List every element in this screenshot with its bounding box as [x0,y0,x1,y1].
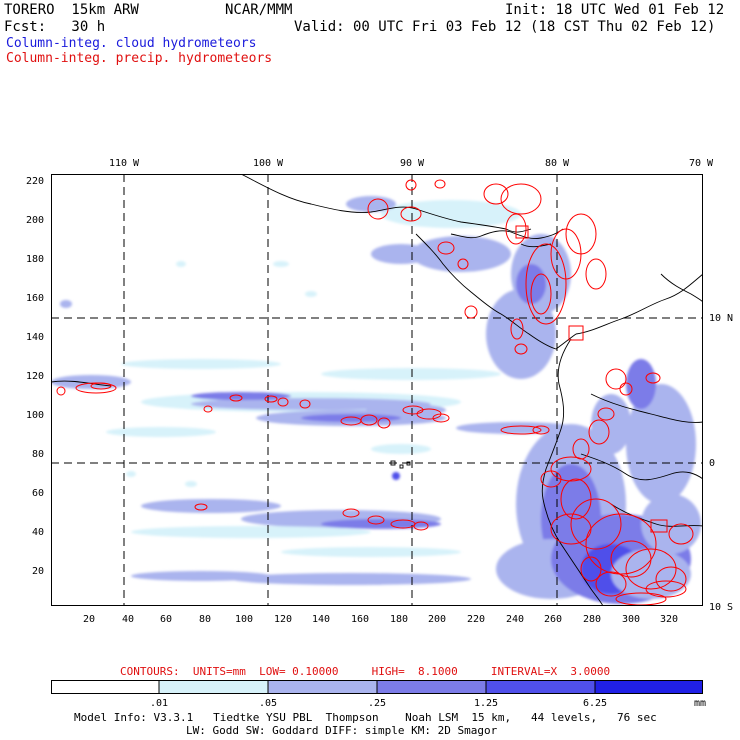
y-tick: 200 [25,215,44,226]
model-title: TORERO 15km ARW [4,2,139,18]
x-tick: 140 [311,614,331,625]
legend-units: mm [694,698,707,709]
lat-label-0: 0 [709,458,716,469]
x-tick: 300 [621,614,641,625]
legend-bin-0 [51,680,159,694]
legend-label: .01 [149,698,169,709]
y-tick: 120 [25,371,44,382]
y-tick: 60 [31,488,44,499]
graticule [51,174,703,606]
x-tick: 60 [159,614,173,625]
org-label: NCAR/MMM [225,2,293,18]
x-tick: 260 [543,614,563,625]
x-tick: 40 [121,614,135,625]
legend-label: 1.25 [473,698,499,709]
x-tick: 100 [234,614,254,625]
y-tick: 40 [31,527,44,538]
legend-label: .25 [367,698,387,709]
x-tick: 80 [198,614,212,625]
x-tick: 160 [350,614,370,625]
valid-time: Valid: 00 UTC Fri 03 Feb 12 (18 CST Thu … [294,19,716,35]
lon-label-80w: 80 W [544,158,570,169]
lon-label-90w: 90 W [399,158,425,169]
init-time: Init: 18 UTC Wed 01 Feb 12 [505,2,725,18]
y-tick: 140 [25,332,44,343]
legend-bin-1 [159,680,268,694]
y-tick: 80 [31,449,44,460]
x-tick: 120 [273,614,293,625]
y-tick: 20 [31,566,44,577]
legend-bin-4 [486,680,595,694]
lon-label-110w: 110 W [108,158,140,169]
contour-info: CONTOURS: UNITS=mm LOW= 0.10000 HIGH= 8.… [120,665,611,678]
x-tick: 200 [427,614,447,625]
precip-contours [56,179,694,606]
x-tick: 220 [466,614,486,625]
lon-label-100w: 100 W [252,158,284,169]
hydrometeor-map [51,174,703,606]
x-tick: 240 [505,614,525,625]
legend-bin-5 [595,680,703,694]
lon-label-70w: 70 W [688,158,714,169]
x-tick: 320 [659,614,679,625]
legend-label: 6.25 [582,698,608,709]
cloud-field-title: Column-integ. cloud hydrometeors [6,36,257,51]
legend-label: .05 [258,698,278,709]
itcz-north-band [51,359,576,437]
forecast-hour: Fcst: 30 h [4,19,106,35]
y-tick: 100 [25,410,44,421]
map-frame [51,174,703,606]
model-info: Model Info: V3.3.1 Tiedtke YSU PBL Thomp… [74,711,657,724]
legend-bin-3 [377,680,486,694]
lat-label-10n: 10 N [709,313,734,324]
color-legend-bar [51,680,703,694]
x-tick: 180 [389,614,409,625]
lat-label-10s: 10 S [709,602,734,613]
legend-bin-2 [268,680,377,694]
precip-field-title: Column-integ. precip. hydrometeors [6,51,273,66]
x-tick: 280 [582,614,602,625]
model-physics: LW: Godd SW: Goddard DIFF: simple KM: 2D… [186,724,498,737]
x-tick: 20 [82,614,96,625]
y-tick: 220 [25,176,44,187]
y-tick: 180 [25,254,44,265]
y-tick: 160 [25,293,44,304]
scattered-cells [60,261,431,487]
